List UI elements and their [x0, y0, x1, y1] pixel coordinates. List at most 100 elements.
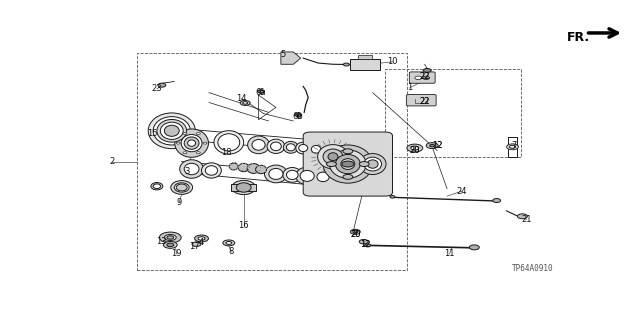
FancyBboxPatch shape [406, 95, 436, 106]
Text: 21: 21 [521, 215, 532, 224]
Text: 2: 2 [109, 157, 115, 166]
Ellipse shape [181, 134, 202, 152]
Text: 8: 8 [228, 247, 234, 256]
Text: 3: 3 [184, 167, 189, 176]
Ellipse shape [287, 170, 298, 180]
Ellipse shape [214, 131, 244, 154]
Text: 12: 12 [432, 141, 442, 150]
Circle shape [423, 68, 431, 72]
Text: 22: 22 [419, 97, 430, 106]
Ellipse shape [264, 165, 287, 183]
Text: 20: 20 [350, 230, 360, 239]
Ellipse shape [308, 143, 324, 156]
Circle shape [167, 243, 173, 247]
Text: 16: 16 [238, 221, 249, 230]
Ellipse shape [151, 182, 163, 190]
Ellipse shape [229, 163, 238, 170]
Text: 9: 9 [177, 198, 182, 207]
Text: 22: 22 [419, 72, 430, 81]
Ellipse shape [321, 145, 337, 156]
Text: 7: 7 [511, 141, 516, 150]
Text: 18: 18 [221, 148, 232, 157]
Ellipse shape [157, 119, 187, 142]
Ellipse shape [247, 164, 260, 173]
Ellipse shape [335, 155, 360, 174]
Circle shape [429, 144, 435, 147]
Ellipse shape [176, 184, 187, 191]
Ellipse shape [367, 160, 378, 168]
Bar [358, 55, 372, 59]
Ellipse shape [283, 167, 301, 182]
Text: 10: 10 [387, 57, 397, 66]
Bar [350, 59, 380, 70]
Text: 23: 23 [152, 84, 162, 93]
Circle shape [509, 145, 515, 148]
Ellipse shape [218, 134, 240, 151]
Circle shape [159, 232, 181, 243]
Circle shape [411, 146, 419, 150]
Text: 5: 5 [281, 50, 286, 59]
Text: 6: 6 [296, 111, 301, 121]
Ellipse shape [202, 163, 221, 178]
Circle shape [196, 132, 200, 134]
Circle shape [240, 100, 250, 105]
Circle shape [426, 143, 438, 148]
Ellipse shape [317, 145, 348, 169]
Circle shape [167, 236, 173, 239]
Ellipse shape [248, 136, 269, 154]
Ellipse shape [232, 180, 255, 195]
Ellipse shape [324, 147, 333, 154]
Ellipse shape [174, 183, 189, 192]
Circle shape [183, 132, 187, 134]
Ellipse shape [255, 165, 266, 174]
Ellipse shape [153, 184, 161, 188]
Ellipse shape [271, 142, 281, 151]
Ellipse shape [313, 169, 333, 185]
Ellipse shape [310, 140, 355, 174]
Ellipse shape [175, 129, 209, 157]
Ellipse shape [184, 163, 199, 175]
Text: 6b: 6b [293, 111, 303, 121]
Ellipse shape [286, 144, 295, 151]
Ellipse shape [296, 167, 319, 185]
Text: 12: 12 [360, 240, 371, 249]
Circle shape [365, 244, 371, 247]
Ellipse shape [323, 149, 343, 164]
Circle shape [493, 198, 500, 203]
Ellipse shape [205, 166, 218, 175]
Text: 12: 12 [432, 141, 442, 150]
Ellipse shape [269, 168, 283, 180]
Bar [231, 184, 256, 191]
Ellipse shape [300, 170, 314, 181]
Text: 6a: 6a [256, 88, 266, 97]
Circle shape [158, 83, 166, 87]
FancyBboxPatch shape [410, 72, 435, 83]
Circle shape [203, 142, 207, 144]
Circle shape [163, 241, 177, 248]
Circle shape [195, 235, 209, 242]
Ellipse shape [148, 113, 195, 149]
Ellipse shape [153, 116, 190, 145]
Text: 13: 13 [157, 237, 167, 246]
Circle shape [183, 152, 187, 154]
Ellipse shape [171, 180, 193, 194]
Ellipse shape [284, 141, 298, 153]
Circle shape [223, 240, 235, 246]
Polygon shape [281, 52, 301, 64]
Circle shape [390, 196, 395, 198]
Circle shape [257, 90, 264, 93]
Circle shape [469, 245, 479, 250]
Ellipse shape [323, 145, 372, 183]
Text: 1: 1 [407, 83, 412, 92]
Text: 20: 20 [410, 146, 420, 155]
Circle shape [192, 242, 201, 246]
Text: TP64A0910: TP64A0910 [512, 264, 554, 273]
Circle shape [198, 237, 205, 240]
Text: 6: 6 [259, 88, 264, 97]
Circle shape [344, 63, 349, 66]
Circle shape [359, 239, 368, 244]
Text: 15: 15 [147, 129, 157, 138]
Ellipse shape [184, 137, 199, 149]
Ellipse shape [364, 157, 381, 171]
Ellipse shape [341, 159, 355, 170]
